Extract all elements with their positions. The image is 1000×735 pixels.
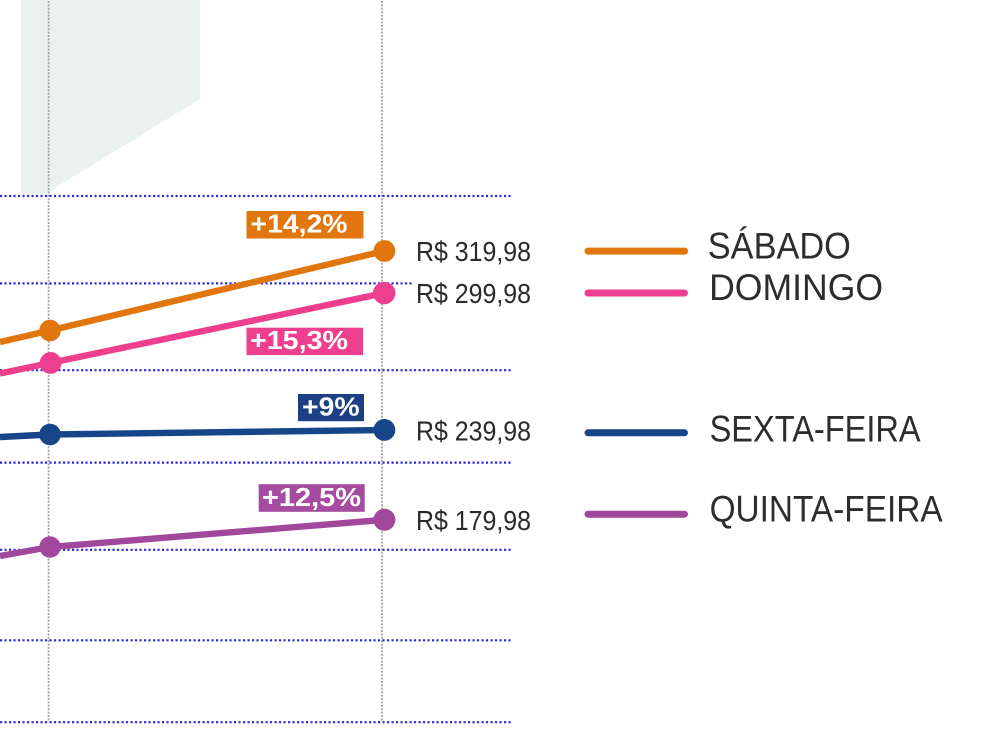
svg-text:R$ 179,98: R$ 179,98 bbox=[416, 505, 531, 536]
svg-text:R$ 239,98: R$ 239,98 bbox=[416, 415, 531, 446]
svg-text:+15,3%: +15,3% bbox=[250, 325, 348, 355]
svg-text:R$ 319,98: R$ 319,98 bbox=[416, 236, 531, 267]
svg-text:R$ 299,98: R$ 299,98 bbox=[416, 278, 531, 309]
svg-text:QUINTA-FEIRA: QUINTA-FEIRA bbox=[710, 489, 943, 530]
svg-text:DOMINGO: DOMINGO bbox=[709, 267, 883, 308]
svg-text:+14,2%: +14,2% bbox=[251, 209, 348, 239]
svg-text:SEXTA-FEIRA: SEXTA-FEIRA bbox=[710, 409, 921, 450]
svg-text:+12,5%: +12,5% bbox=[262, 482, 361, 512]
svg-text:+9%: +9% bbox=[302, 392, 360, 422]
svg-text:SÁBADO: SÁBADO bbox=[708, 226, 851, 267]
